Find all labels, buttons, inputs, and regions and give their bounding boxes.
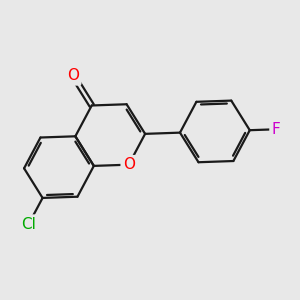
- Text: O: O: [123, 157, 135, 172]
- Text: O: O: [67, 68, 79, 83]
- Text: Cl: Cl: [21, 217, 36, 232]
- Text: F: F: [272, 122, 280, 137]
